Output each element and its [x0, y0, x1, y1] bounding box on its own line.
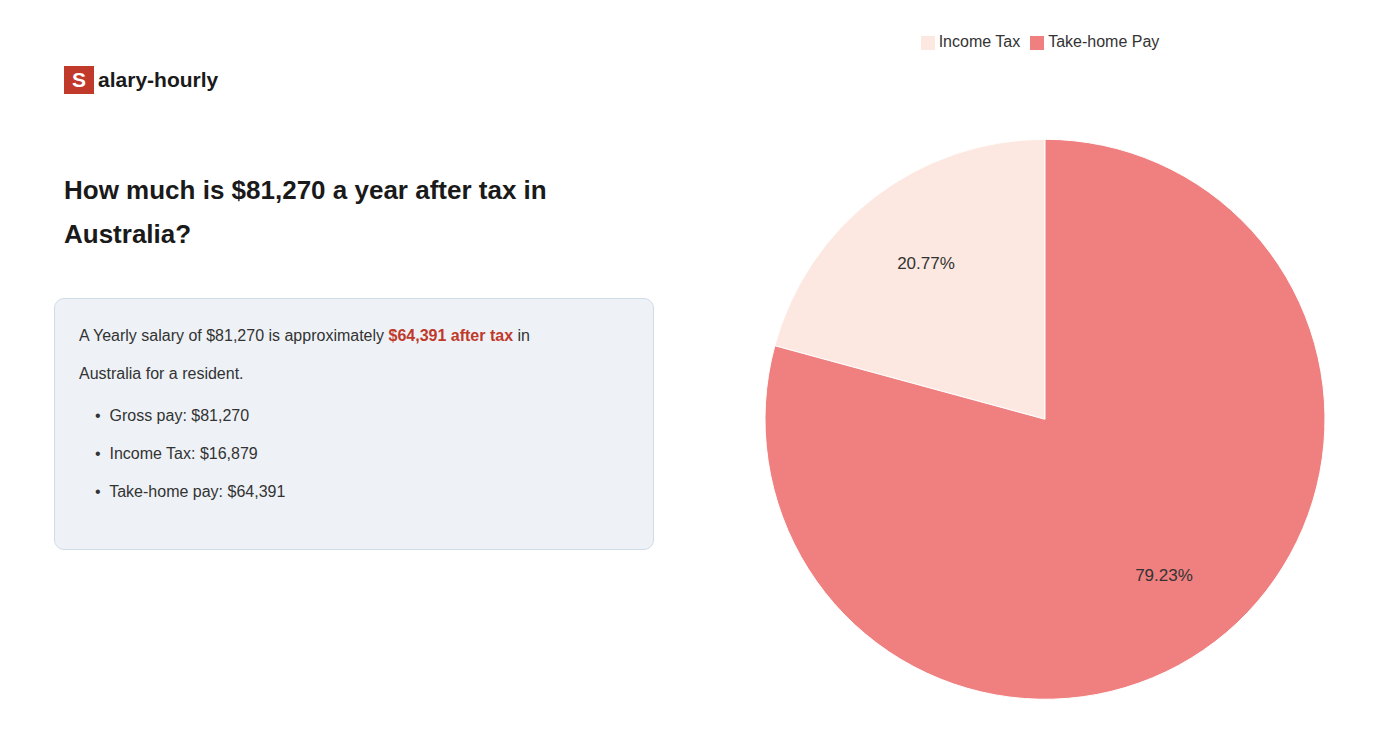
- html-text:Take-home Pay: Take-home Pay: [1048, 33, 1160, 50]
- html-text:Income Tax: Income Tax: [938, 33, 1021, 50]
- svg-text:79.23%: 79.23%: [1135, 566, 1193, 585]
- svg-text:20.77%: 20.77%: [897, 254, 955, 273]
- html-text:How much is $81,270 a year aft: How much is $81,270 a year after tax in: [64, 175, 547, 205]
- html-text:alary-hourly: alary-hourly: [98, 68, 219, 91]
- html-text:• Gross pay: $81,270: • Gross pay: $81,270: [95, 407, 250, 424]
- html-text:• Take-home pay: $64,391: • Take-home pay: $64,391: [95, 483, 286, 500]
- html-text:S: S: [72, 68, 86, 91]
- html-text:• Income Tax: $16,879: • Income Tax: $16,879: [95, 445, 258, 462]
- html-text:A Yearly salary of $81,270 is: A Yearly salary of $81,270 is approximat…: [79, 327, 530, 344]
- html-text:Australia?: Australia?: [64, 219, 192, 249]
- html-text:Australia for a resident.: Australia for a resident.: [79, 365, 244, 382]
